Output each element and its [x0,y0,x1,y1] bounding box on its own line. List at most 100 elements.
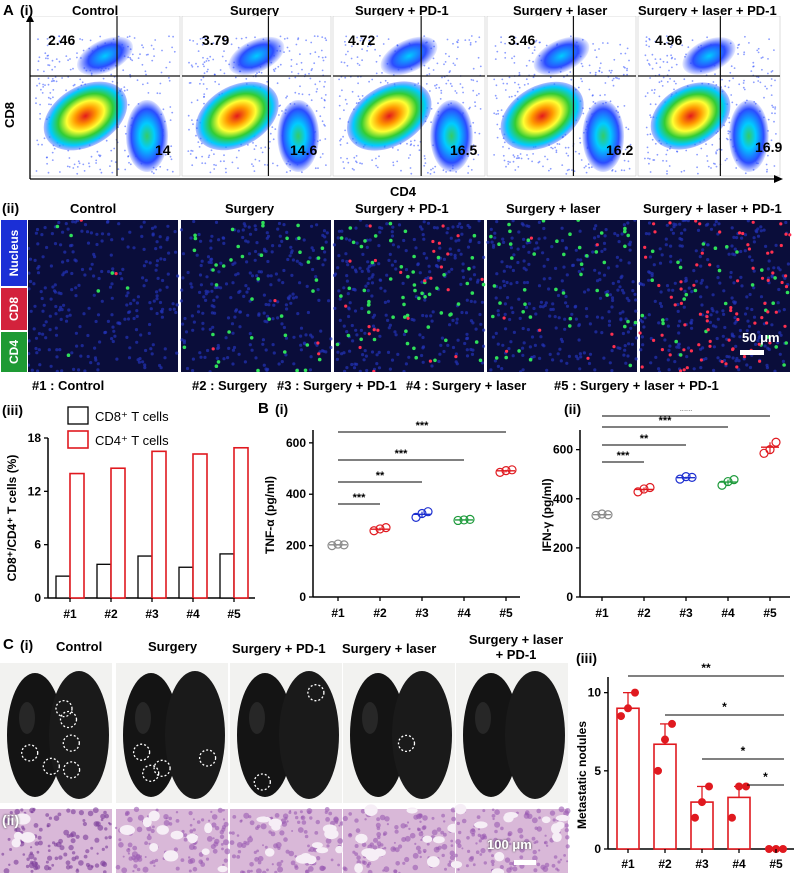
significance-label: ** [376,470,385,482]
nodule-point [661,735,669,744]
bar-cd8-3 [137,555,153,599]
x-tick-label: #3 [145,607,159,621]
data-point [495,467,505,477]
data-point [507,465,517,475]
cd8-pct-2: 3.79 [202,32,230,48]
cd4-pct-5: 16.9 [755,139,783,155]
bar-cd4-2 [110,467,126,599]
data-point [459,515,469,525]
bar-cd8-5 [219,553,235,599]
stain-nucleus-label: Nucleus [7,229,21,277]
y-tick-label: 5 [594,764,601,778]
bar-cd8-2 [96,563,112,599]
bar-nodules-4 [727,796,751,850]
nodule-point [728,813,736,822]
nodule-marker [42,757,60,775]
nodule-marker [62,761,81,779]
nodule-point [654,766,662,775]
x-tick-label: #1 [331,606,345,620]
ihc-scale-label: 50 μm [742,330,780,345]
y-tick-label: 12 [28,484,42,498]
x-tick-label: #3 [695,857,709,871]
x-tick-label: #2 [658,857,672,871]
y-tick-label: 400 [553,492,573,506]
nodule-marker [307,684,325,702]
panel-b-i-label: (i) [275,401,289,417]
nodule-point [631,688,639,697]
lung-right-lobe-3 [279,671,339,799]
significance-label: *** [395,448,409,460]
nodule-marker [253,773,271,791]
bar-cd8-1 [55,575,71,599]
lung-title-3: Surgery + PD-1 [232,641,326,656]
significance-label: *** [659,415,673,427]
ihc-title-1: Control [70,201,117,216]
lung-title-4: Surgery + laser [342,641,437,656]
data-point [759,448,769,458]
x-tick-label: #2 [373,606,387,620]
lung-title-2: Surgery [148,639,198,654]
legend-cd8-label: CD8⁺ T cells [95,409,169,424]
y-tick-label: 0 [34,591,41,605]
x-tick-label: #4 [732,857,746,871]
x-tick-label: #2 [104,607,118,621]
flow-y-arrow [26,16,34,22]
y-axis-label: Metastatic nodules [575,721,589,829]
x-tick-label: #4 [186,607,200,621]
nodule-point [735,782,743,791]
stain-cd4-swatch: CD4 [1,332,27,372]
bar-cd4-3 [151,450,167,599]
significance-label: * [722,700,727,714]
y-tick-label: 0 [594,842,601,856]
cd8-pct-1: 2.46 [48,32,76,48]
nodule-marker [62,734,80,752]
x-tick-label: #5 [227,607,241,621]
y-tick-label: 18 [28,431,42,445]
panel-a-letter: A [3,2,14,19]
nodule-marker [21,744,39,762]
chart-cd8-cd4-bars: 0 6 12 18 #1 #2 #3 #4 #5 CD8⁺ T cells CD4⁺ T cells… [5,406,255,621]
lung-left-lobe-2 [123,673,179,797]
y-axis-label: IFN-γ (pg/ml) [540,478,554,551]
ihc-images [28,220,792,372]
legend-cd4-swatch [67,430,89,449]
bar-nodules-3 [690,801,714,850]
lung-right-lobe-4 [392,671,452,799]
x-tick-label: #5 [499,606,513,620]
y-tick-label: 600 [553,443,573,457]
data-point [723,476,733,487]
flow-xlabel: CD4 [390,184,417,199]
panel-c-letter: C [3,636,14,653]
x-tick-label: #5 [769,857,783,871]
significance-label: ** [701,661,711,675]
nodule-marker [132,743,151,761]
cd4-pct-1: 14 [155,142,171,158]
group-key-4: #4 : Surgery + laser [406,378,527,393]
y-tick-label: 600 [286,436,306,450]
significance-label: ** [640,433,649,445]
data-point [327,541,337,551]
legend-cd8-swatch [67,406,89,425]
y-axis-label: TNF-α (pg/ml) [263,476,277,554]
ihc-image-1 [28,220,178,372]
stain-nucleus-swatch: Nucleus [1,220,27,286]
data-point [729,475,739,485]
bar-cd8-4 [178,566,194,599]
group-key-3: #3 : Surgery + PD-1 [277,378,397,393]
bar-cd4-4 [192,453,208,599]
y-tick-label: 0 [566,590,573,604]
panel-c-iii-label: (iii) [576,650,597,666]
y-tick-label: 200 [286,539,306,553]
flow-title-3: Surgery + PD-1 [355,3,449,18]
group-key-1: #1 : Control [32,378,105,393]
cd8-pct-4: 3.46 [508,32,536,48]
x-tick-label: #5 [763,606,777,620]
nodule-point [698,798,706,807]
group-key-2: #2 : Surgery [192,378,268,393]
significance-label: *** [416,420,430,432]
stain-legend: Nucleus CD8 CD4 [1,220,27,372]
ihc-image-2 [181,220,331,372]
group-key-5: #5 : Surgery + laser + PD-1 [554,378,719,393]
y-tick-label: 200 [553,541,573,555]
significance-label: *** [680,410,694,417]
